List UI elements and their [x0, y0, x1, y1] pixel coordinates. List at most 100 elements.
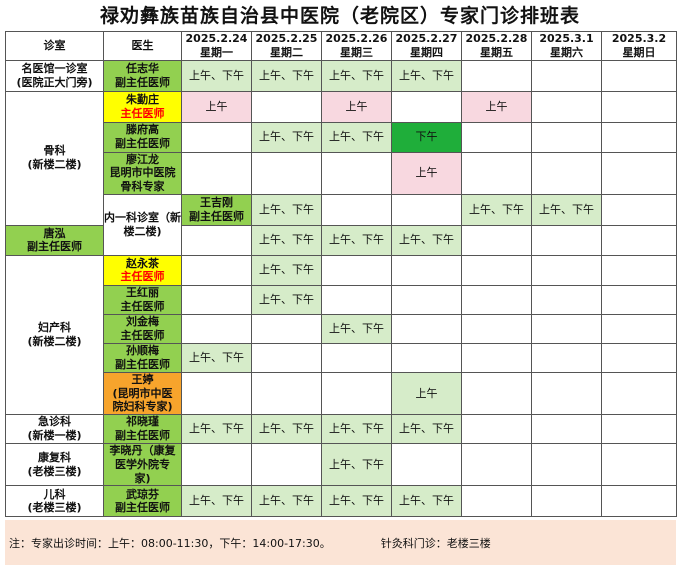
slot-cell [391, 254, 462, 286]
doctor-title: 家) [134, 471, 151, 485]
doctor-title: 主任医师 [120, 299, 165, 313]
slot-cell: 上午、下午 [321, 59, 392, 92]
dept-cell-orthopedics: 骨科 (新楼二楼) [5, 90, 104, 226]
slot-cell [321, 254, 392, 286]
acupuncture-location-note: 针灸科门诊：老楼三楼 [380, 536, 491, 550]
slot-cell: 上午、下午 [321, 121, 392, 153]
slot-cell: 上午、下午 [251, 193, 322, 226]
dept-location-line: 楼二楼) [123, 224, 162, 238]
slot-cell [601, 371, 677, 416]
slot-cell: 上午、下午 [391, 224, 462, 256]
slot-cell: 下午 [391, 121, 462, 153]
slot-cell [531, 284, 602, 315]
slot-cell [461, 485, 532, 518]
doctor-name: 唐泓 [43, 226, 66, 240]
slot-cell [181, 284, 252, 315]
slot-cell [531, 90, 602, 123]
weekday-label: 星期六 [550, 45, 583, 59]
slot-cell: 上午、下午 [531, 193, 602, 226]
clinic-hours-note: 注：专家出诊时间：上午：08:00-11:30，下午：14:00-17:30。 [9, 536, 331, 550]
slot-cell [601, 151, 677, 195]
doctor-cell: 刘金梅 主任医师 [103, 313, 182, 344]
slot-cell [531, 224, 602, 256]
doctor-name: 祁晓瑾 [126, 415, 159, 429]
doctor-cell: 武琼芬 副主任医师 [103, 485, 182, 518]
dept-location-line: (老楼三楼) [27, 464, 82, 478]
doctor-cell: 任志华 副主任医师 [103, 59, 182, 92]
slot-cell: 上午、下午 [251, 254, 322, 286]
date-label: 2025.3.2 [611, 32, 667, 45]
dept-cell-emergency: 急诊科 (新楼一楼) [5, 414, 104, 444]
page-title: 禄劝彝族苗族自治县中医院（老院区）专家门诊排班表 [99, 5, 580, 27]
date-header-fri: 2025.2.28 星期五 [461, 31, 532, 61]
doctor-title: 主任医师 [120, 106, 165, 120]
slot-cell [461, 313, 532, 344]
slot-cell [461, 224, 532, 256]
dept-location-line: (新楼二楼) [27, 334, 82, 348]
slot-cell [391, 193, 462, 226]
slot-cell: 上午、下午 [321, 313, 392, 344]
slot-cell [531, 414, 602, 444]
doctor-title: 主任医师 [120, 270, 165, 284]
dept-name-line: 急诊科 [38, 415, 71, 429]
dept-cell-pediatrics: 儿科 (老楼三楼) [5, 485, 104, 518]
slot-cell [601, 193, 677, 226]
dept-location-line: (新楼二楼) [27, 158, 82, 172]
doctor-cell: 廖江龙 昆明市中医院 骨科专家 [103, 151, 182, 195]
date-header-tue: 2025.2.25 星期二 [251, 31, 322, 61]
slot-cell [391, 442, 462, 487]
doctor-affiliation: 医学外院专 [115, 457, 170, 471]
doctor-name: 王红丽 [126, 286, 159, 299]
doctor-cell: 唐泓 副主任医师 [5, 224, 104, 256]
weekday-label: 星期日 [622, 45, 656, 59]
dept-name-line: 内一科诊室（新 [104, 211, 181, 224]
slot-cell [251, 90, 322, 123]
date-label: 2025.2.25 [255, 32, 318, 45]
slot-cell [181, 254, 252, 286]
dept-cell-internal-medicine: 内一科诊室（新 楼二楼) [103, 193, 182, 256]
doctor-name: 滕府高 [126, 123, 159, 137]
dept-name-line: 康复科 [38, 450, 71, 464]
slot-cell [181, 224, 252, 256]
table-row: 骨科 (新楼二楼) 朱勤庄 主任医师 上午 上午 上午 [5, 90, 677, 226]
slot-cell [181, 121, 252, 153]
slot-cell: 上午、下午 [321, 442, 392, 487]
doctor-name: 任志华 [126, 61, 159, 75]
doctor-cell: 王婷 (昆明市中医 院妇科专家) [103, 371, 182, 416]
slot-cell [321, 342, 392, 373]
doctor-title: 院妇科专家) [112, 400, 173, 414]
slot-cell: 上午、下午 [461, 193, 532, 226]
doctor-name: 李晓丹（康复 [109, 444, 176, 457]
table-row: 王婷 (昆明市中医 院妇科专家) 上午 [6, 371, 677, 416]
doctor-title: 骨科专家 [120, 180, 165, 193]
doctor-cell: 孙顺梅 副主任医师 [103, 342, 182, 373]
slot-cell [531, 59, 602, 92]
slot-cell: 上午、下午 [181, 342, 252, 373]
slot-cell [601, 485, 677, 518]
slot-cell [251, 371, 322, 416]
date-header-mon: 2025.2.24 星期一 [181, 31, 252, 61]
date-label: 2025.2.26 [325, 32, 388, 45]
slot-cell [461, 59, 532, 92]
doctor-affiliation: (昆明市中医 [112, 386, 173, 400]
date-label: 2025.3.1 [539, 32, 594, 45]
table-row: 内一科诊室（新 楼二楼) 王吉刚 副主任医师 上午、下午 上午、下午 上午、下午 [6, 193, 677, 256]
table-row: 刘金梅 主任医师 上午、下午 [6, 313, 677, 344]
slot-cell [321, 193, 392, 226]
doctor-title: 副主任医师 [115, 501, 170, 515]
dept-name-line: 名医馆一诊室 [21, 61, 88, 75]
slot-cell: 上午、下午 [251, 284, 322, 315]
slot-cell [601, 224, 677, 256]
table-row: 名医馆一诊室 (医院正大门旁) 任志华 副主任医师 上午、下午 上午、下午 上午、下… [5, 59, 677, 92]
doctor-name: 王吉刚 [200, 196, 233, 209]
dept-cell-obstetrics: 妇产科 (新楼二楼) [5, 254, 104, 416]
dept-column-header: 诊室 [5, 31, 104, 61]
doctor-title: 副主任医师 [115, 75, 170, 89]
doctor-name: 廖江龙 [126, 152, 159, 166]
doctor-name: 王婷 [131, 372, 154, 386]
doctor-name: 武琼芬 [126, 487, 159, 501]
slot-cell [531, 485, 602, 518]
date-header-sun: 2025.3.2 星期日 [601, 31, 677, 61]
slot-cell [461, 121, 532, 153]
dept-location-line: (医院正大门旁) [16, 75, 93, 89]
